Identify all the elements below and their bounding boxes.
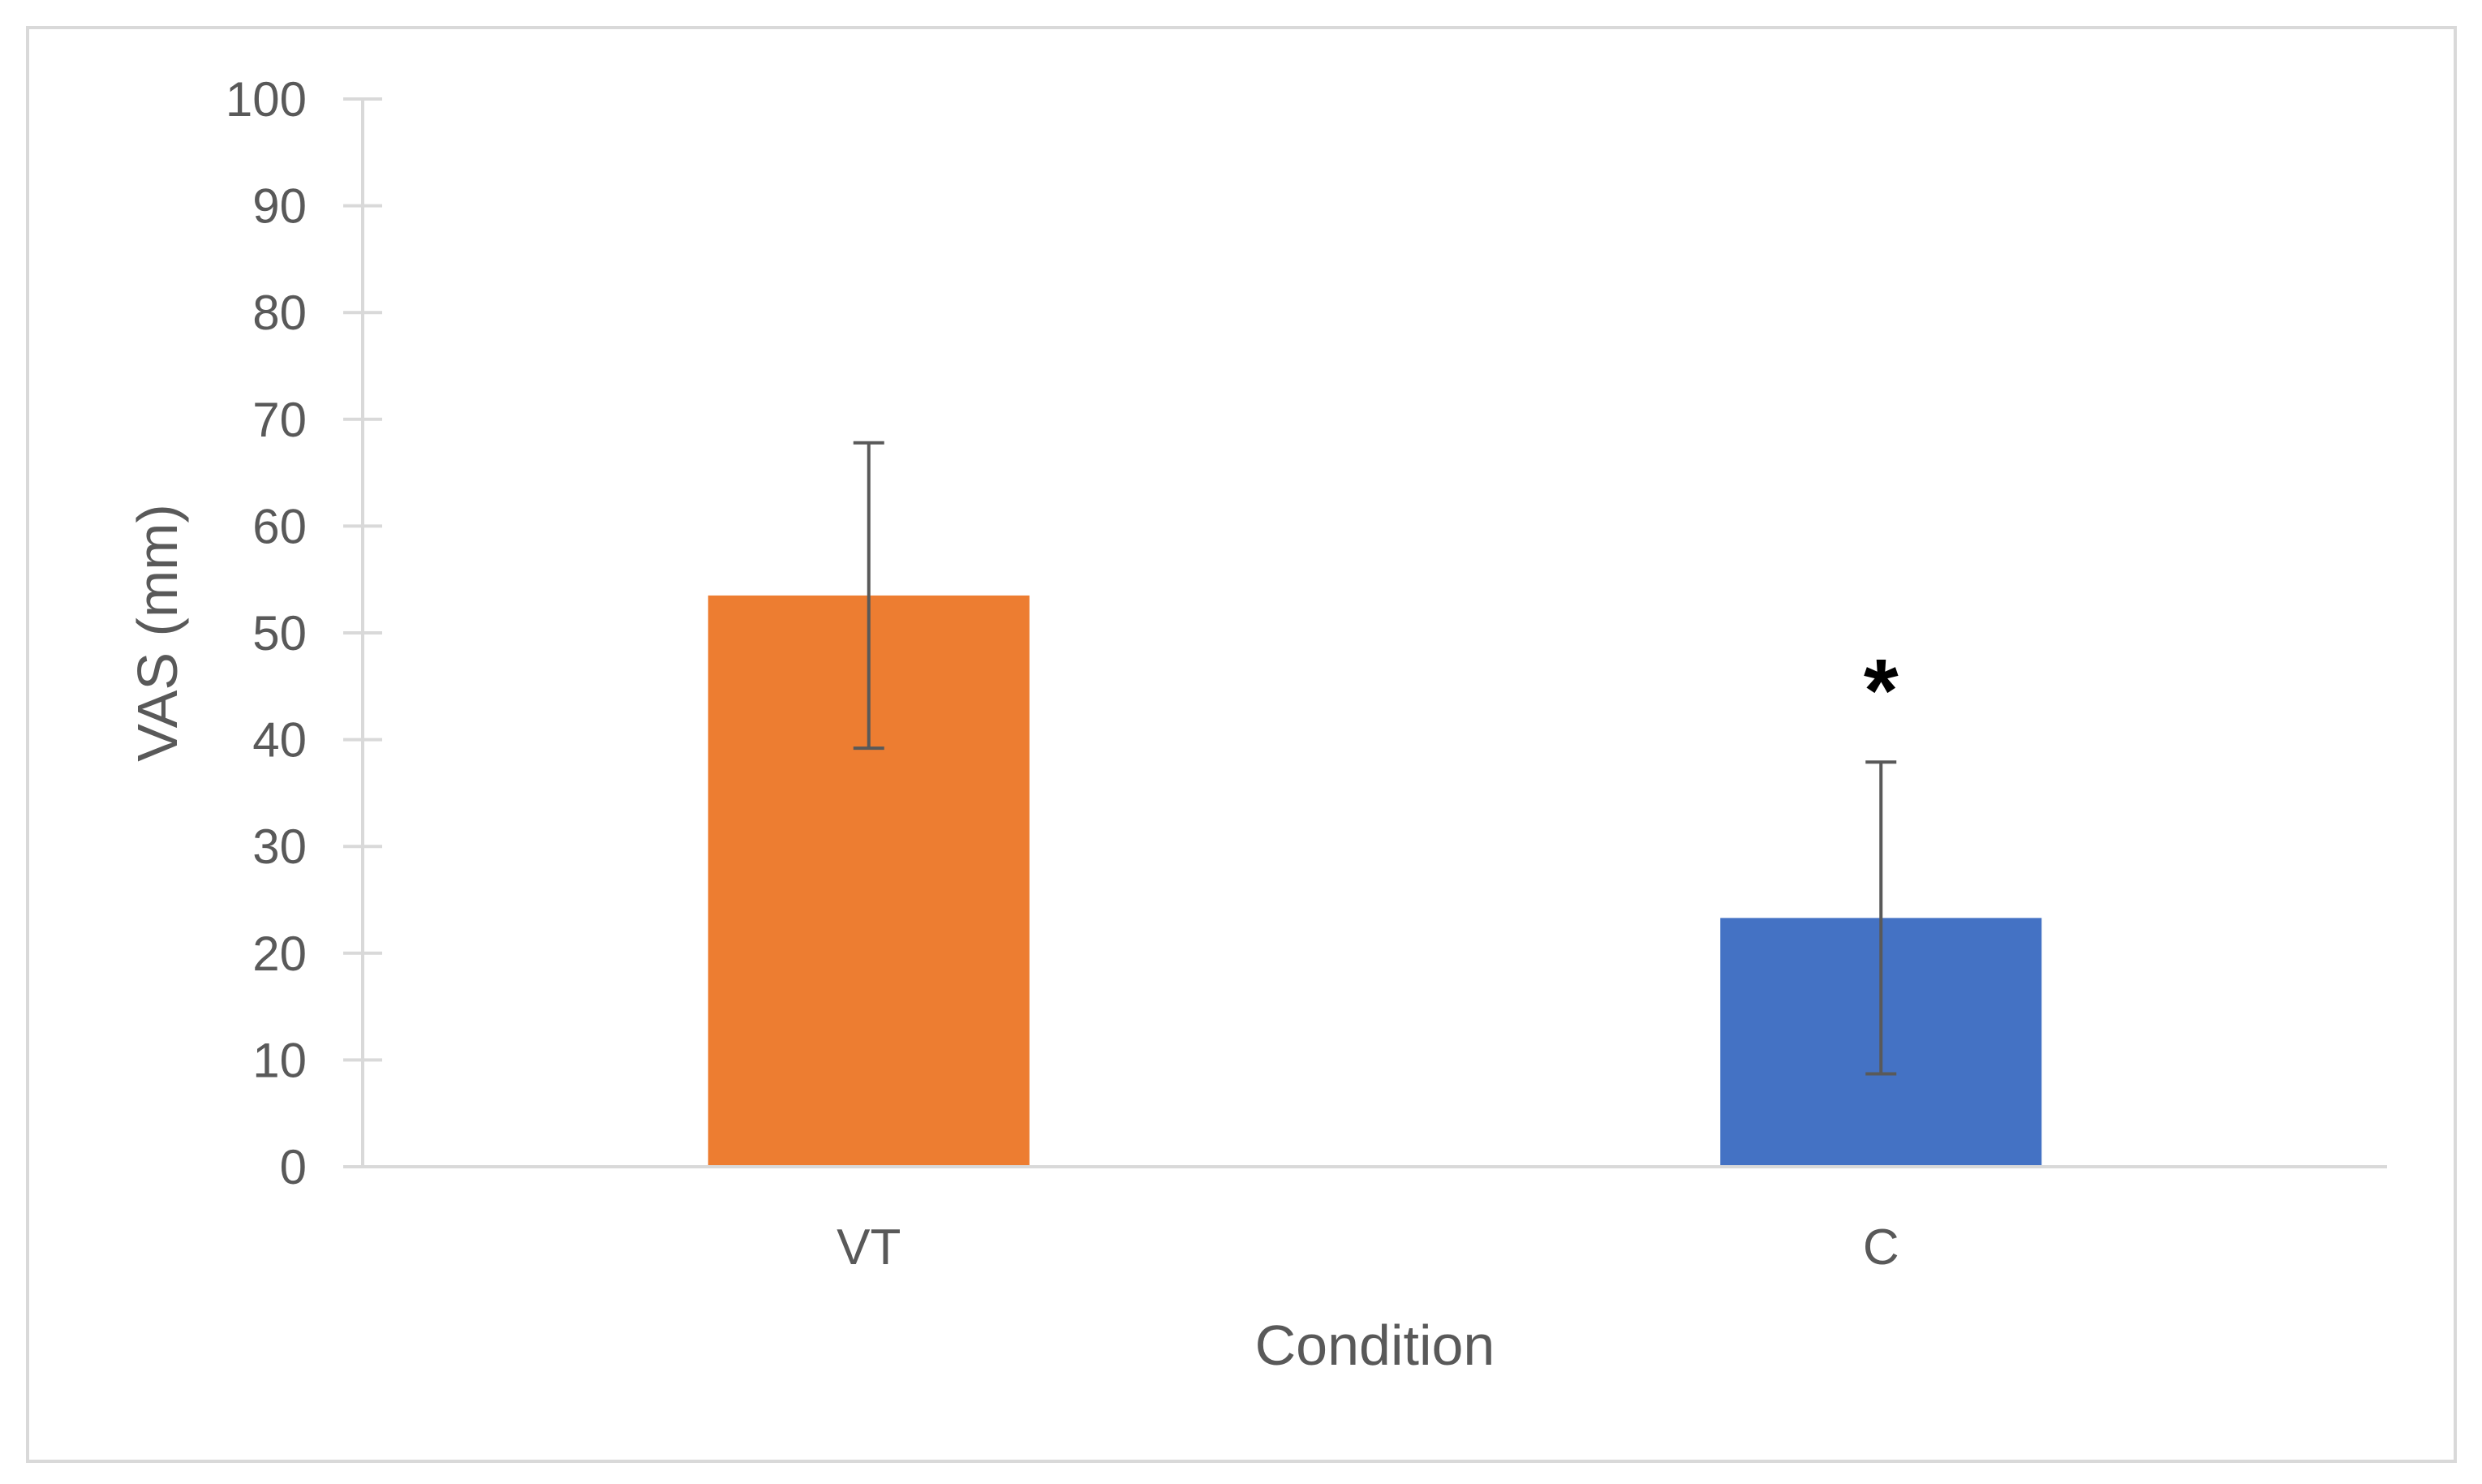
y-tick-label: 0: [280, 1140, 307, 1194]
x-tick-label: C: [1863, 1219, 1899, 1275]
x-tick-label: VT: [837, 1219, 901, 1275]
significance-marker: *: [1864, 641, 1899, 741]
y-tick-label: 60: [252, 499, 307, 553]
y-tick-label: 80: [252, 286, 307, 340]
y-tick-label: 20: [252, 927, 307, 981]
y-tick-label: 30: [252, 819, 307, 874]
y-tick-label: 70: [252, 393, 307, 447]
annotations: *: [1864, 641, 1899, 741]
error-bars: [853, 441, 1897, 1076]
y-tick-label: 50: [252, 606, 307, 660]
x-axis-title: Condition: [1255, 1314, 1495, 1377]
y-tick-label: 90: [252, 179, 307, 234]
y-tick-label: 10: [252, 1033, 307, 1087]
y-tick-label: 100: [226, 72, 307, 127]
y-axis-title: VAS (mm): [126, 504, 189, 762]
y-tick-label: 40: [252, 713, 307, 768]
chart-frame: [26, 26, 2457, 1463]
x-axis: VT C: [363, 1165, 2387, 1275]
y-axis: 0 10 20 30 40 50 60 70 80 90 100: [226, 72, 382, 1194]
bars: [708, 595, 2042, 1167]
